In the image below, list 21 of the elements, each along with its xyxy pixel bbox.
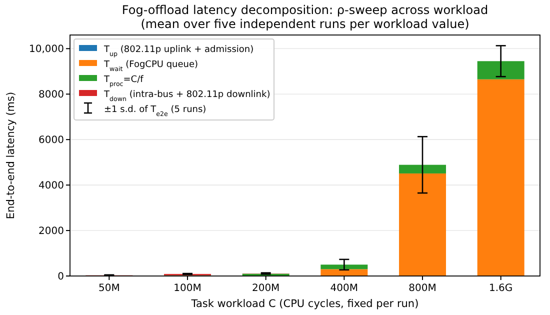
y-tick-label: 2000 <box>38 226 64 238</box>
annotation: ±1 s.d. of T$_{e2e}$ (5 runs) <box>104 105 206 118</box>
x-tick-label: 100M <box>174 283 202 294</box>
x-tick-label: 400M <box>330 283 358 294</box>
x-tick-label: 200M <box>252 283 280 294</box>
y-tick-label: 8000 <box>38 90 64 101</box>
chart-subtitle: (mean over five independent runs per workload value) <box>140 17 470 31</box>
y-tick-label: 0 <box>58 272 64 282</box>
x-tick-label: 50M <box>98 283 120 294</box>
legend-label: T$_{proc}$=C/f <box>103 75 144 88</box>
legend-label: T$_{wait}$ (FogCPU queue) <box>103 60 198 72</box>
y-tick-label: 6000 <box>38 135 64 146</box>
x-tick-label: 1.6G <box>489 283 513 294</box>
x-tick-label: 800M <box>408 283 436 294</box>
y-axis-title: End-to-end latency (ms) <box>5 92 17 220</box>
chart-title: Fog-offload latency decomposition: ρ-sweep across workload <box>122 3 488 17</box>
y-tick-label: 10,000 <box>29 44 64 56</box>
legend-label: T$_{up}$ (802.11p uplink + admission) <box>103 45 254 58</box>
legend-label: T$_{down}$ (intra-bus + 802.11p downlink) <box>103 90 270 102</box>
y-tick-label: 4000 <box>38 180 64 192</box>
x-axis-title: Task workload C (CPU cycles, fixed per run) <box>190 298 419 310</box>
